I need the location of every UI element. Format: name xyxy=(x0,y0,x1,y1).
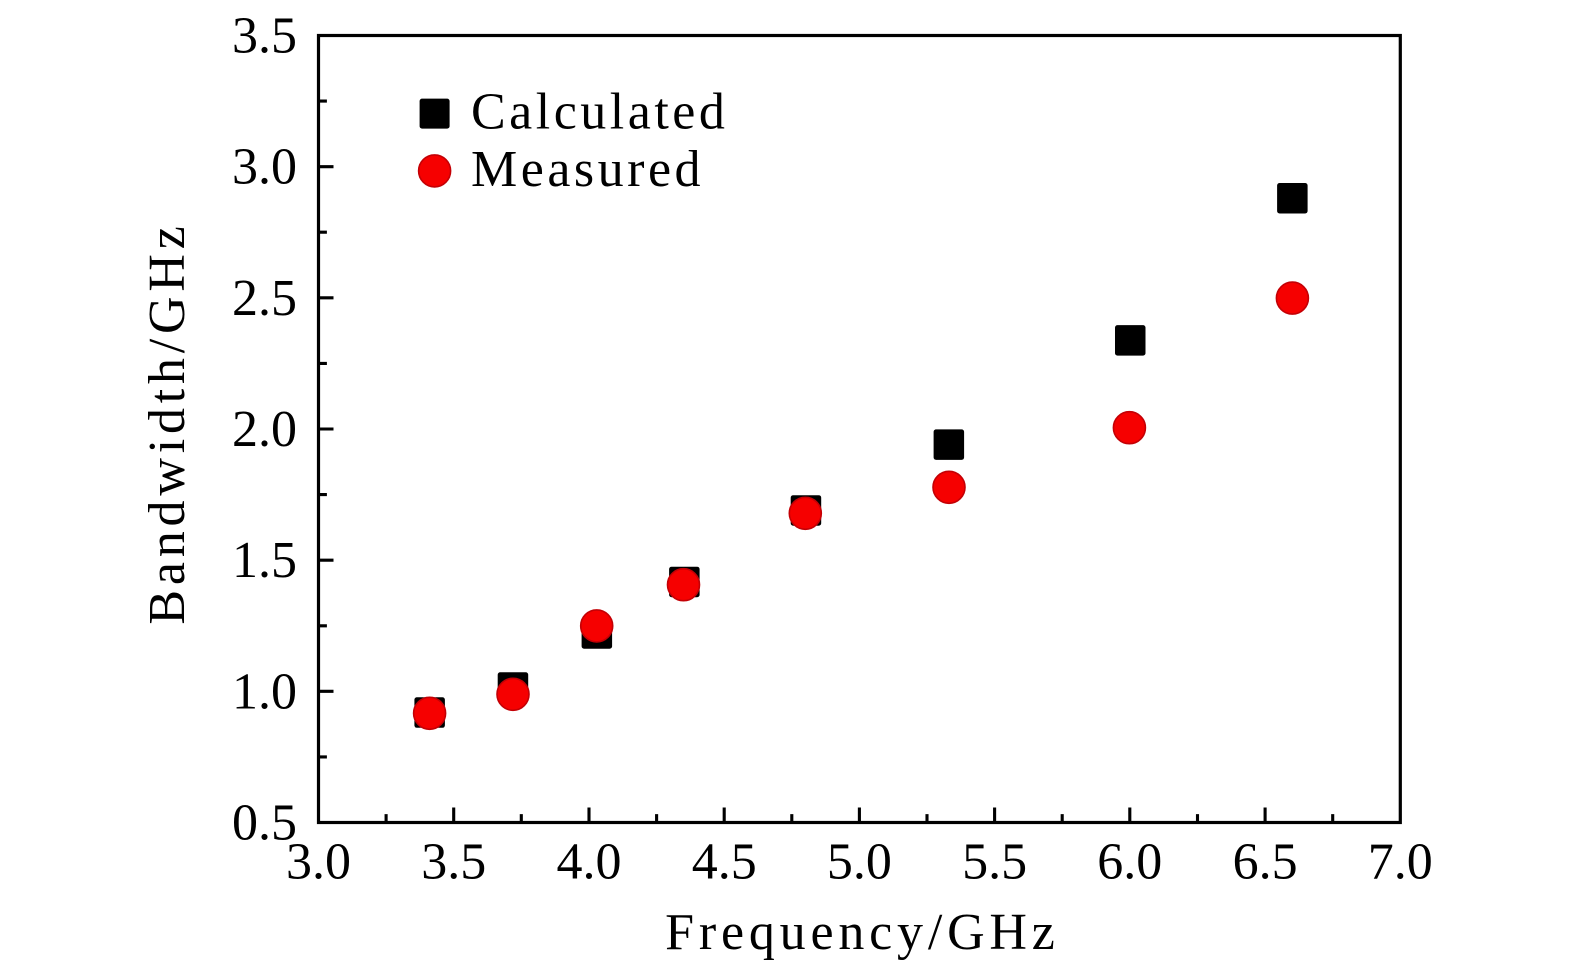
svg-text:3.0: 3.0 xyxy=(286,834,351,891)
svg-text:2.5: 2.5 xyxy=(232,270,297,327)
svg-text:0.5: 0.5 xyxy=(232,795,297,852)
svg-text:2.0: 2.0 xyxy=(232,401,297,458)
svg-text:4.5: 4.5 xyxy=(692,834,757,891)
svg-text:Frequency/GHz: Frequency/GHz xyxy=(665,904,1060,961)
svg-text:7.0: 7.0 xyxy=(1368,834,1433,891)
svg-text:6.5: 6.5 xyxy=(1233,834,1298,891)
svg-text:5.5: 5.5 xyxy=(962,834,1027,891)
svg-text:1.5: 1.5 xyxy=(232,532,297,589)
svg-text:Bandwidth/GHz: Bandwidth/GHz xyxy=(139,221,196,624)
svg-text:Measured: Measured xyxy=(471,141,704,198)
svg-text:3.5: 3.5 xyxy=(232,8,297,65)
svg-text:6.0: 6.0 xyxy=(1097,834,1162,891)
svg-text:1.0: 1.0 xyxy=(232,663,297,720)
svg-text:3.5: 3.5 xyxy=(421,834,486,891)
svg-text:Calculated: Calculated xyxy=(471,84,728,141)
svg-text:3.0: 3.0 xyxy=(232,139,297,196)
svg-text:5.0: 5.0 xyxy=(827,834,892,891)
svg-text:4.0: 4.0 xyxy=(557,834,622,891)
